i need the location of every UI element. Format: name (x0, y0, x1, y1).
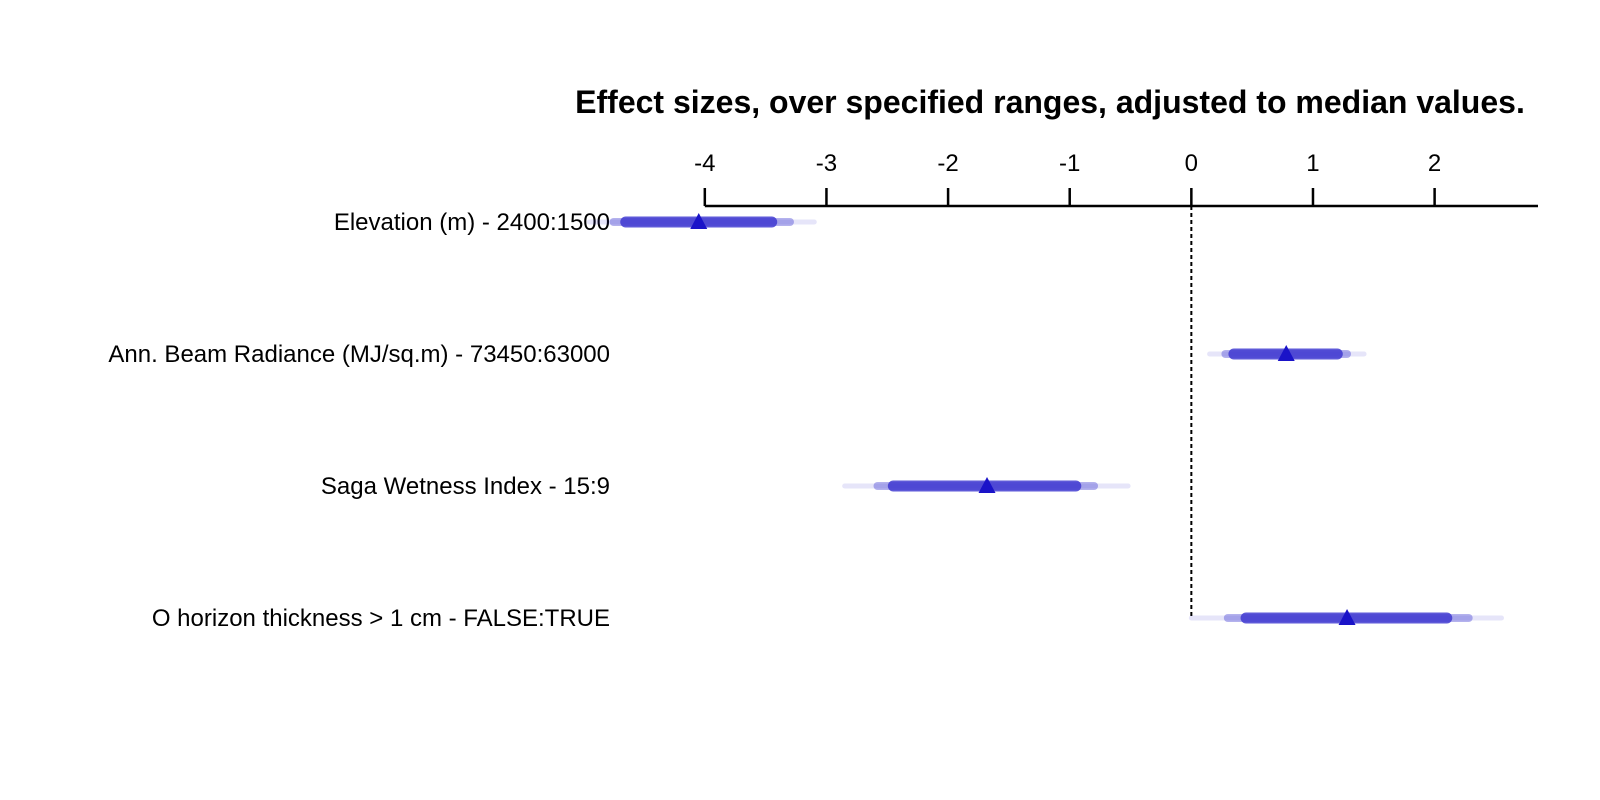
estimate-marker (1277, 345, 1295, 361)
x-axis-tick-label: 1 (1306, 150, 1319, 177)
row-label: Ann. Beam Radiance (MJ/sq.m) - 73450:630… (108, 341, 610, 368)
effect-row: Ann. Beam Radiance (MJ/sq.m) - 73450:630… (108, 341, 1367, 368)
x-axis-tick-label: -2 (937, 150, 958, 177)
x-axis: -4 -3 -2 -1 0 1 2 (694, 150, 1538, 208)
row-label: Saga Wetness Index - 15:9 (321, 473, 610, 500)
x-axis-tick-label: 2 (1428, 150, 1441, 177)
row-label: O horizon thickness > 1 cm - FALSE:TRUE (152, 605, 610, 632)
estimate-marker (978, 477, 996, 493)
x-axis-tick-label: -1 (1059, 150, 1080, 177)
x-axis-tick-label: 0 (1185, 150, 1198, 177)
row-label: Elevation (m) - 2400:1500 (334, 209, 610, 236)
effect-row: Elevation (m) - 2400:1500 (334, 209, 817, 236)
estimate-marker (1338, 609, 1356, 625)
estimate-marker (690, 213, 708, 229)
effect-row: O horizon thickness > 1 cm - FALSE:TRUE (152, 605, 1505, 632)
x-axis-tick-label: -3 (816, 150, 837, 177)
effect-row: Saga Wetness Index - 15:9 (321, 473, 1131, 500)
chart-title: Effect sizes, over specified ranges, adj… (575, 84, 1525, 120)
effect-rows: Elevation (m) - 2400:1500 Ann. Beam Radia… (108, 209, 1505, 632)
x-axis-tick-label: -4 (694, 150, 715, 177)
